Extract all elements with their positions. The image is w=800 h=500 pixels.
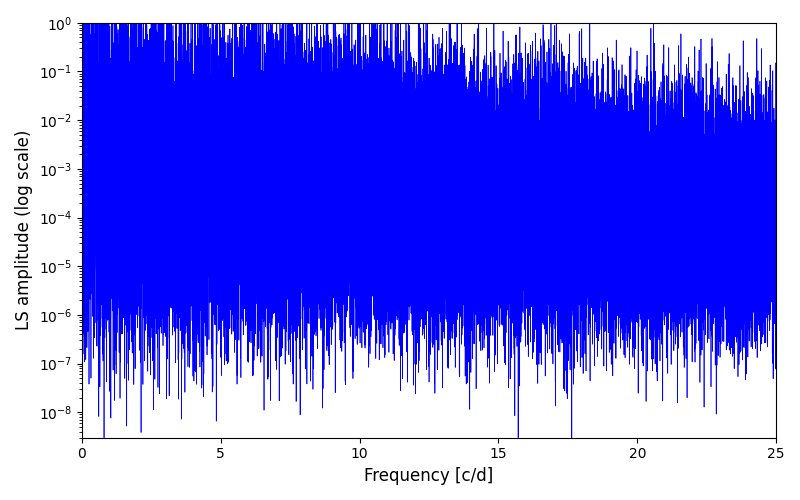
X-axis label: Frequency [c/d]: Frequency [c/d] xyxy=(364,467,494,485)
Y-axis label: LS amplitude (log scale): LS amplitude (log scale) xyxy=(15,130,33,330)
